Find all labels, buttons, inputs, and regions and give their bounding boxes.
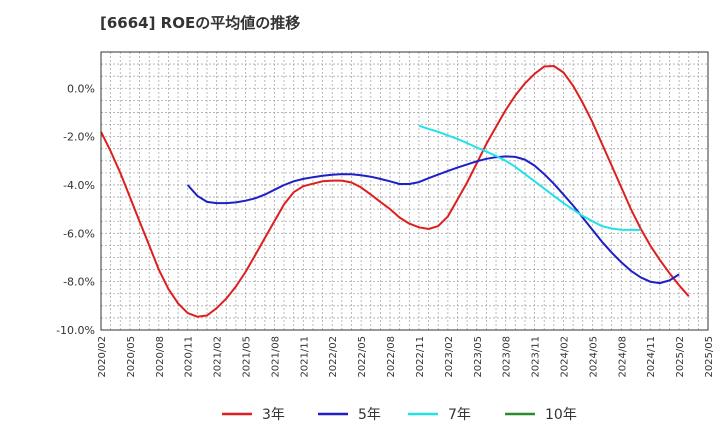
x-tick-label: 2023/08 (502, 336, 513, 378)
x-tick-label: 2025/02 (675, 336, 686, 378)
x-tick-label: 2022/08 (386, 336, 397, 378)
x-tick-label: 2021/02 (213, 336, 224, 378)
grid (100, 52, 709, 330)
x-tick-label: 2025/05 (704, 336, 715, 378)
x-tick-label: 2024/05 (588, 336, 599, 378)
y-tick-label: -10.0% (56, 324, 95, 337)
y-tick-label: -4.0% (63, 179, 95, 192)
x-tick-label: 2022/05 (357, 336, 368, 378)
series-line-7年 (418, 124, 641, 231)
x-tick-label: 2021/11 (299, 336, 310, 378)
legend-label-7年: 7年 (448, 407, 471, 423)
x-tick-label: 2023/11 (531, 336, 542, 378)
x-tick-label: 2021/05 (242, 336, 253, 378)
y-tick-label: -8.0% (63, 276, 95, 289)
x-tick-label: 2020/05 (126, 336, 137, 378)
x-tick-label: 2024/08 (617, 336, 628, 378)
series-lines (100, 65, 690, 318)
x-tick-label: 2023/05 (473, 336, 484, 378)
y-tick-label: 0.0% (67, 82, 95, 95)
legend-label-3年: 3年 (262, 407, 285, 423)
y-axis-ticks: 0.0% -2.0% -4.0% -6.0% -8.0% -10.0% (56, 82, 95, 337)
x-axis-ticks: 2020/02 2020/05 2020/08 2020/11 2021/02 2021/… (97, 336, 715, 378)
y-tick-label: -2.0% (63, 131, 95, 144)
x-tick-label: 2020/11 (184, 336, 195, 378)
series-line-3年 (100, 65, 690, 318)
x-tick-label: 2020/08 (155, 336, 166, 378)
legend: 3年 5年 7年 10年 (222, 407, 577, 423)
plot-frame (100, 51, 709, 331)
x-tick-label: 2023/02 (444, 336, 455, 378)
x-tick-label: 2021/08 (270, 336, 281, 378)
y-tick-label: -6.0% (63, 227, 95, 240)
chart-title: [6664] ROEの平均値の推移 (100, 14, 301, 32)
x-tick-label: 2024/11 (646, 336, 657, 378)
x-tick-label: 2024/02 (559, 336, 570, 378)
legend-label-10年: 10年 (545, 407, 577, 423)
series-line-5年 (186, 155, 680, 285)
legend-label-5年: 5年 (358, 407, 381, 423)
x-tick-label: 2022/02 (328, 336, 339, 378)
x-tick-label: 2020/02 (97, 336, 108, 378)
x-tick-label: 2022/11 (415, 336, 426, 378)
